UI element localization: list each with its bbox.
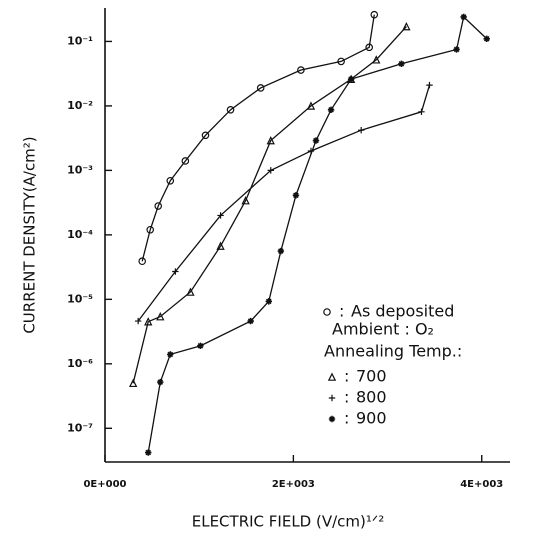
data-point bbox=[483, 35, 490, 42]
y-tick-label: 10⁻⁴ bbox=[67, 228, 93, 241]
data-point bbox=[347, 75, 355, 83]
data-point bbox=[216, 241, 225, 250]
data-point bbox=[166, 176, 175, 185]
legend-label: 700 bbox=[356, 367, 387, 386]
data-point bbox=[247, 317, 254, 325]
data-point bbox=[460, 13, 467, 21]
data-point bbox=[297, 66, 305, 74]
data-point bbox=[372, 55, 381, 64]
data-point bbox=[172, 268, 179, 275]
annotation: Annealing Temp.: bbox=[324, 342, 462, 361]
data-point bbox=[157, 378, 164, 386]
data-point bbox=[292, 192, 300, 199]
data-point bbox=[357, 126, 365, 134]
data-point bbox=[156, 312, 165, 321]
data-point bbox=[402, 22, 411, 31]
legend-symbol bbox=[328, 415, 336, 423]
data-point bbox=[337, 57, 345, 66]
data-point bbox=[186, 287, 195, 296]
x-tick-label: 0E+000 bbox=[83, 479, 126, 490]
data-point bbox=[256, 84, 265, 92]
y-tick-label: 10⁻¹ bbox=[67, 34, 93, 47]
legend-separator: : bbox=[339, 302, 344, 321]
legend-symbol bbox=[327, 372, 337, 381]
data-point bbox=[266, 136, 275, 145]
data-point bbox=[154, 202, 163, 210]
data-point bbox=[306, 101, 316, 110]
legend-label: 800 bbox=[356, 388, 387, 407]
data-point bbox=[144, 317, 153, 326]
data-point bbox=[267, 167, 274, 174]
legend-separator: : bbox=[344, 388, 349, 407]
data-point bbox=[312, 137, 320, 144]
data-point bbox=[201, 131, 210, 140]
series-line bbox=[147, 15, 488, 453]
annotation: Ambient : O₂ bbox=[332, 320, 434, 339]
y-tick-label: 10⁻⁶ bbox=[67, 357, 93, 370]
data-point bbox=[398, 60, 405, 67]
data-point bbox=[327, 106, 335, 114]
y-axis-label: CURRENT DENSITY(A/cm²) bbox=[21, 136, 39, 333]
series-line bbox=[137, 84, 431, 322]
data-point bbox=[277, 247, 285, 255]
data-point bbox=[241, 196, 250, 205]
data-point bbox=[265, 298, 272, 305]
data-point bbox=[138, 257, 147, 266]
y-tick-label: 10⁻³ bbox=[67, 163, 93, 176]
legend-label: 900 bbox=[356, 409, 387, 428]
data-point bbox=[226, 106, 235, 114]
data-point bbox=[167, 351, 174, 358]
legend-symbol bbox=[328, 394, 336, 402]
y-tick-label: 10⁻⁵ bbox=[67, 292, 93, 305]
x-tick-label: 4E+003 bbox=[460, 479, 503, 490]
legend-separator: : bbox=[344, 367, 349, 386]
series-line bbox=[132, 26, 407, 384]
data-point bbox=[217, 212, 224, 219]
y-tick-label: 10⁻⁷ bbox=[67, 421, 93, 434]
data-point bbox=[128, 378, 138, 388]
legend-symbol bbox=[323, 308, 331, 316]
x-axis-label: ELECTRIC FIELD (V/cm)¹ᐟ² bbox=[192, 513, 385, 531]
data-point bbox=[145, 449, 152, 456]
data-point bbox=[365, 43, 373, 52]
y-tick-label: 10⁻² bbox=[67, 99, 93, 112]
x-tick-label: 2E+003 bbox=[272, 479, 315, 490]
data-point bbox=[453, 46, 460, 53]
data-point bbox=[146, 225, 155, 234]
series-line bbox=[141, 14, 375, 262]
data-point bbox=[418, 108, 425, 116]
data-point bbox=[426, 81, 433, 89]
legend-label: As deposited bbox=[351, 302, 454, 321]
data-point bbox=[181, 157, 190, 165]
legend-separator: : bbox=[344, 409, 349, 428]
data-point bbox=[370, 10, 379, 19]
data-point bbox=[134, 317, 142, 325]
data-point bbox=[197, 342, 204, 350]
